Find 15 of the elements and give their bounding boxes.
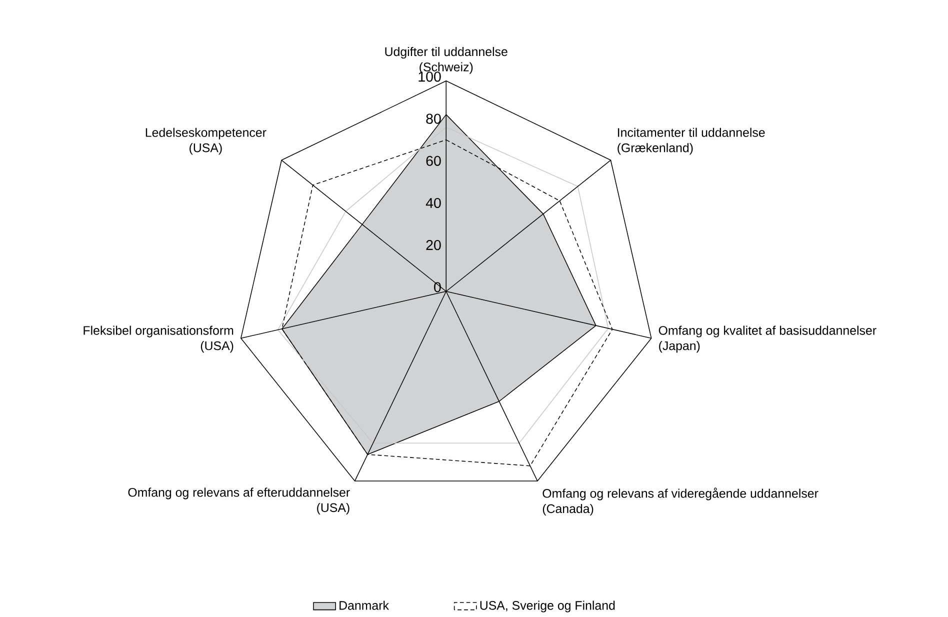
spoke-label: Omfang og kvalitet af basisuddannelser (Japan) [658,326,876,353]
legend-label: USA, Sverige og Finland [480,600,615,612]
y-tick-label: 20 [426,240,441,250]
legend-label: Danmark [340,600,389,610]
y-tick-label: 80 [426,114,441,124]
spoke-label: Incitamenter til uddannelse (Grækenland) [618,128,765,155]
spoke-label: Fleksibel organisationsform (USA) [84,326,234,353]
y-tick-label: 40 [426,198,441,208]
spoke-label: Udgifter til uddannelse (Schweiz) [385,47,508,74]
y-tick-label: 100 [418,72,441,82]
y-tick-label: 0 [434,282,441,292]
spoke-label: Ledelseskompetencer (USA) [146,128,266,155]
spoke-label: Omfang og relevans af videregående uddannelser (Canada) [542,488,818,516]
spoke-label: Omfang og relevans af efteruddannelser (USA) [128,488,350,515]
y-tick-label: 60 [426,156,441,166]
